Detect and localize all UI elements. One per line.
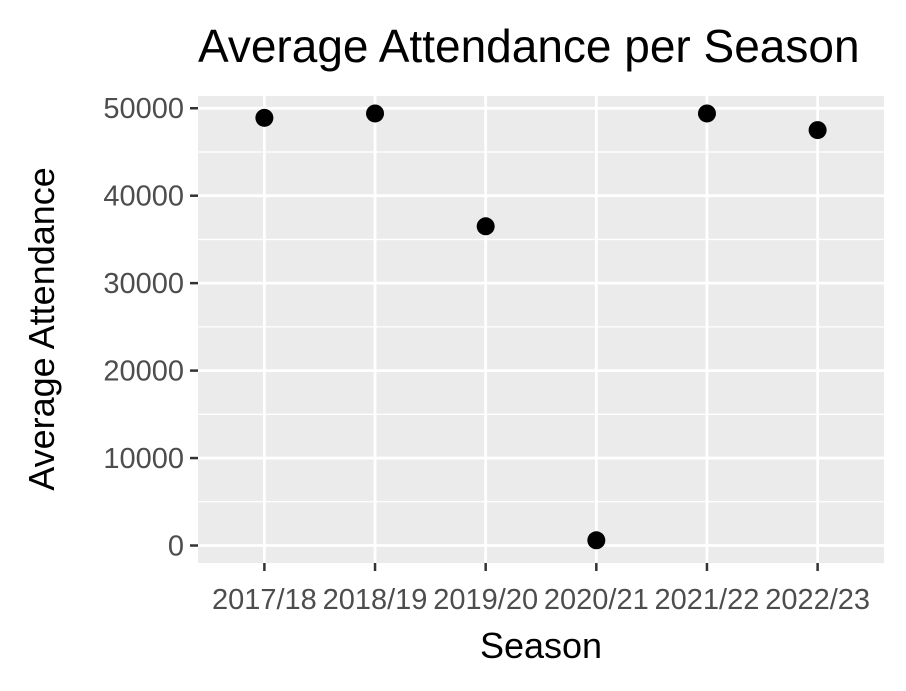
x-tick-label: 2020/21 — [544, 584, 649, 616]
x-axis-title: Season — [480, 625, 602, 666]
x-tick-label: 2018/19 — [323, 584, 428, 616]
data-point — [808, 121, 827, 140]
data-point — [255, 108, 274, 127]
y-tick-label: 0 — [168, 531, 184, 563]
data-point — [697, 104, 716, 123]
y-tick-label: 40000 — [103, 181, 184, 213]
x-tick-label: 2017/18 — [212, 584, 317, 616]
data-point — [366, 104, 385, 123]
x-axis: 2017/18 2018/19 2019/20 2020/21 2021/22 2022/… — [212, 563, 870, 616]
minor-gridlines — [198, 151, 884, 503]
data-point — [587, 531, 606, 550]
data-points — [255, 104, 827, 550]
x-tick-label: 2022/23 — [765, 584, 870, 616]
y-tick-label: 10000 — [103, 443, 184, 475]
chart-title: Average Attendance per Season — [198, 20, 860, 72]
data-point — [476, 217, 495, 236]
x-tick-label: 2019/20 — [433, 584, 538, 616]
plot-panel — [198, 96, 884, 563]
y-tick-label: 30000 — [103, 268, 184, 300]
major-gridlines — [198, 96, 884, 563]
y-tick-label: 50000 — [103, 93, 184, 125]
y-axis-title: Average Attendance — [21, 167, 62, 491]
y-axis: 0 10000 20000 30000 40000 50000 — [103, 93, 198, 563]
x-tick-label: 2021/22 — [655, 584, 760, 616]
y-tick-label: 20000 — [103, 356, 184, 388]
